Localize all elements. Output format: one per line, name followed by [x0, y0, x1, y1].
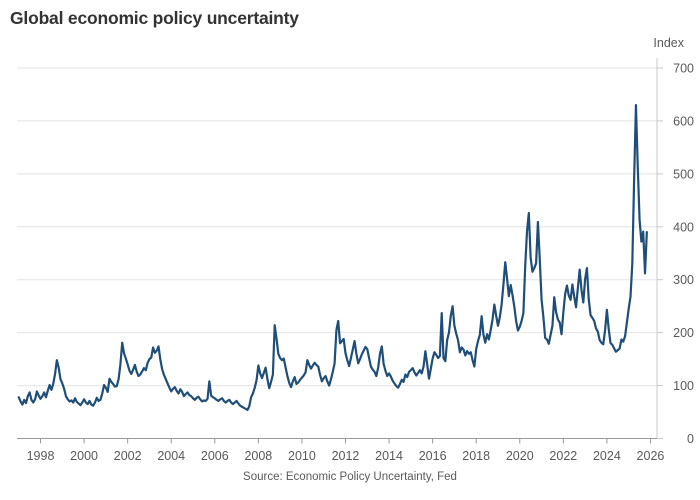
- x-tick-label: 1998: [27, 449, 55, 463]
- y-tick-label: 500: [673, 167, 694, 181]
- x-tick-label: 2016: [419, 449, 447, 463]
- x-tick-label: 2010: [288, 449, 316, 463]
- x-tick-label: 2000: [70, 449, 98, 463]
- y-tick-label: 100: [673, 379, 694, 393]
- y-tick-label: 300: [673, 273, 694, 287]
- source-note: Source: Economic Policy Uncertainty, Fed: [243, 471, 457, 483]
- x-tick-label: 2002: [114, 449, 142, 463]
- x-tick-label: 2018: [462, 449, 490, 463]
- x-tick-label: 2024: [593, 449, 621, 463]
- x-tick-label: 2022: [549, 449, 577, 463]
- epu-line-series: [17, 103, 648, 412]
- x-tick-label: 2012: [332, 449, 360, 463]
- y-tick-label: 0: [687, 432, 694, 446]
- x-tick-label: 2026: [637, 449, 665, 463]
- x-tick-label: 2004: [157, 449, 185, 463]
- x-tick-label: 2008: [244, 449, 272, 463]
- y-tick-label: 400: [673, 220, 694, 234]
- x-tick-label: 2020: [506, 449, 534, 463]
- y-tick-label: 600: [673, 114, 694, 128]
- chart-title: Global economic policy uncertainty: [10, 8, 299, 28]
- x-tick-label: 2006: [201, 449, 229, 463]
- x-tick-label: 2014: [375, 449, 403, 463]
- y-tick-label: 200: [673, 326, 694, 340]
- y-axis-unit-label: Index: [653, 36, 684, 50]
- y-tick-label: 700: [673, 62, 694, 76]
